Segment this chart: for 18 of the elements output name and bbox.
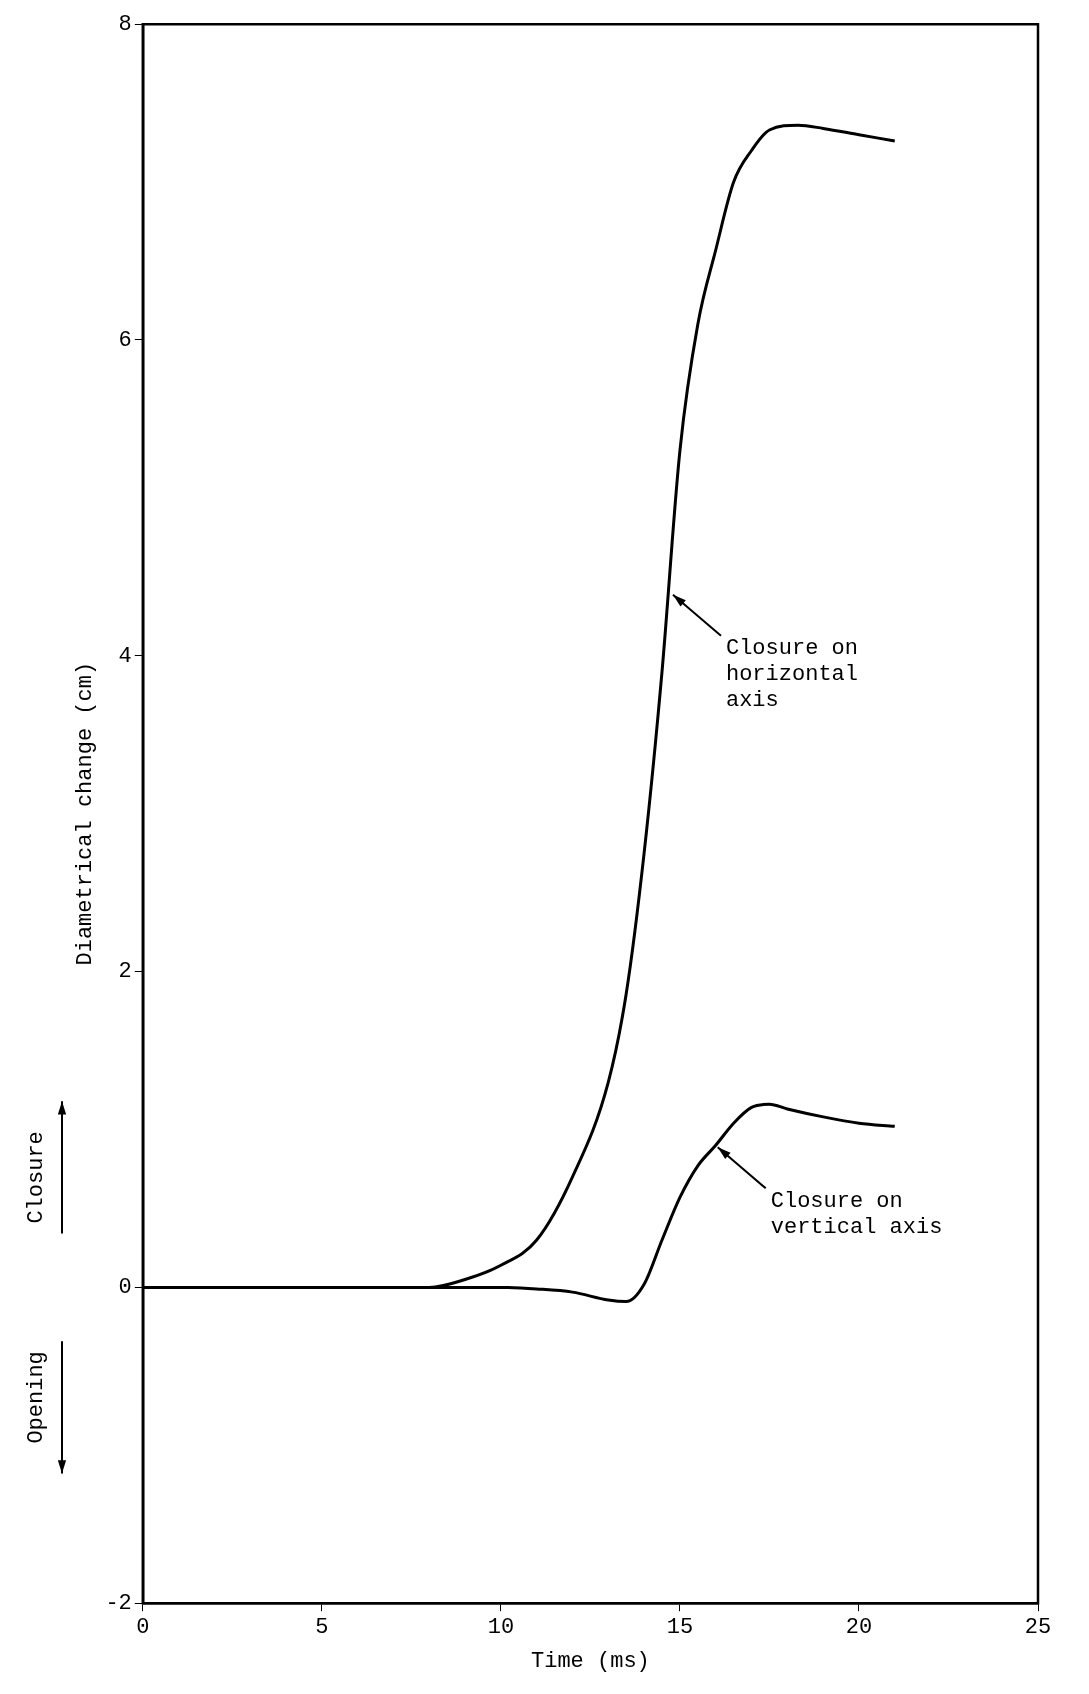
annotation: Closure on horizontal axis bbox=[725, 636, 858, 714]
y-tick-label: 0 bbox=[118, 1275, 132, 1301]
y-tick-label: 6 bbox=[118, 327, 132, 353]
y-tick-label: 4 bbox=[118, 643, 132, 669]
x-tick-label: 20 bbox=[845, 1615, 873, 1641]
x-axis-title: Time (ms) bbox=[530, 1648, 650, 1674]
y-tick-label: -2 bbox=[105, 1591, 132, 1617]
y-tick-label: 2 bbox=[118, 959, 132, 985]
x-tick-label: 10 bbox=[487, 1615, 515, 1641]
x-tick-label: 15 bbox=[666, 1615, 694, 1641]
x-tick-label: 5 bbox=[315, 1615, 329, 1641]
x-tick-label: 0 bbox=[136, 1615, 150, 1641]
text: Opening bbox=[23, 1351, 49, 1444]
y-axis-title: Diametrical change (cm) bbox=[73, 661, 99, 966]
text: Closure bbox=[23, 1131, 49, 1224]
y-tick-label: 8 bbox=[118, 12, 132, 38]
annotation: Closure on vertical axis bbox=[770, 1189, 943, 1241]
x-tick-label: 25 bbox=[1024, 1615, 1052, 1641]
